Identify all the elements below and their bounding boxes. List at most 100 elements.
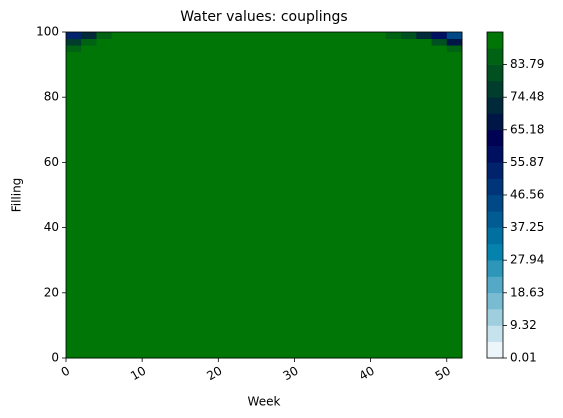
contour-cell: [264, 58, 280, 66]
contour-cell: [324, 51, 341, 59]
contour-cell: [126, 51, 143, 59]
x-tick-label: 50: [433, 364, 453, 384]
contour-cell: [355, 64, 372, 359]
contour-cell: [340, 64, 356, 359]
contour-cell: [431, 58, 448, 66]
contour-cell: [126, 45, 143, 53]
contour-cell: [172, 58, 189, 66]
colorbar-band: [487, 243, 503, 261]
contour-cell: [370, 32, 387, 40]
colorbar-tick-label: 37.25: [510, 220, 544, 234]
contour-cell: [446, 45, 463, 53]
contour-cell: [142, 32, 158, 40]
contour-cell: [385, 51, 402, 59]
colorbar-tick-label: 83.79: [510, 57, 544, 71]
contour-cell: [248, 45, 265, 53]
contour-cell: [431, 45, 448, 53]
y-tick-label: 100: [36, 25, 59, 39]
contour-cell: [370, 45, 387, 53]
contour-cell: [187, 38, 204, 46]
contour-cell: [66, 45, 82, 53]
colorbar-band: [487, 162, 503, 179]
contour-cell: [218, 38, 235, 46]
contour-cell: [264, 51, 280, 59]
contour-cell: [157, 58, 174, 66]
contour-cell: [370, 38, 387, 46]
contour-cell: [126, 32, 143, 40]
contour-cell: [187, 51, 204, 59]
contour-cell: [96, 51, 113, 59]
contour-cell: [264, 64, 280, 359]
contour-cell: [355, 32, 372, 40]
contour-cell: [203, 58, 219, 66]
plot-frame: [65, 31, 463, 359]
contour-cell: [248, 64, 265, 359]
contour-cell: [294, 32, 311, 40]
contour-cell: [340, 51, 356, 59]
contour-cell: [340, 45, 356, 53]
contour-cell: [309, 58, 326, 66]
contour-cell: [142, 58, 158, 66]
contour-cell: [294, 38, 311, 46]
contour-cell: [96, 32, 113, 40]
y-axis-label: Filling: [10, 178, 24, 213]
contour-cell: [66, 58, 82, 66]
contour-cell: [111, 64, 128, 359]
colorbar-band: [487, 97, 503, 114]
contour-cell: [279, 32, 295, 40]
contour-cell: [401, 38, 417, 46]
contour-cell: [172, 64, 189, 359]
colorbar-tick-label: 18.63: [510, 285, 544, 299]
contour-cell: [248, 32, 265, 40]
contour-cell: [431, 32, 448, 40]
contour-cell: [81, 51, 97, 59]
contour-cell: [233, 38, 250, 46]
contour-cell: [218, 64, 235, 359]
contour-cell: [279, 58, 295, 66]
contour-cell: [81, 32, 97, 40]
contour-cell: [187, 58, 204, 66]
contour-cell: [218, 32, 235, 40]
contour-cell: [264, 32, 280, 40]
contour-cell: [248, 38, 265, 46]
contour-cell: [81, 64, 97, 359]
contour-cell: [172, 51, 189, 59]
contour-cell: [126, 58, 143, 66]
chart-title: Water values: couplings: [180, 9, 347, 25]
contour-cell: [111, 51, 128, 59]
contour-cell: [218, 58, 235, 66]
contour-cell: [279, 64, 295, 359]
y-tick-label: 60: [44, 155, 59, 169]
contour-cell: [248, 51, 265, 59]
colorbar-band: [487, 113, 503, 131]
contour-cell: [218, 51, 235, 59]
contour-cell: [66, 32, 82, 40]
contour-cell: [324, 58, 341, 66]
contour-cell: [248, 58, 265, 66]
colorbar-band: [487, 146, 503, 163]
contour-cell: [340, 32, 356, 40]
contour-cell: [157, 64, 174, 359]
contour-cell: [203, 45, 219, 53]
colorbar-band: [487, 194, 503, 212]
contour-cell: [172, 32, 189, 40]
contour-cell: [340, 58, 356, 66]
contour-cell: [324, 32, 341, 40]
contour-cell: [324, 45, 341, 53]
colorbar-band: [487, 32, 503, 49]
colorbar-band: [487, 64, 503, 82]
contour-cell: [203, 32, 219, 40]
contour-cell: [370, 51, 387, 59]
contour-cell: [81, 58, 97, 66]
contour-cell: [126, 64, 143, 359]
contour-cell: [264, 38, 280, 46]
contour-cell: [157, 38, 174, 46]
contour-cell: [203, 64, 219, 359]
contour-cell: [157, 32, 174, 40]
contour-cell: [233, 51, 250, 59]
contour-cell: [111, 45, 128, 53]
contour-cell: [431, 38, 448, 46]
contour-cell: [431, 51, 448, 59]
contour-cell: [126, 38, 143, 46]
contour-cell: [385, 32, 402, 40]
